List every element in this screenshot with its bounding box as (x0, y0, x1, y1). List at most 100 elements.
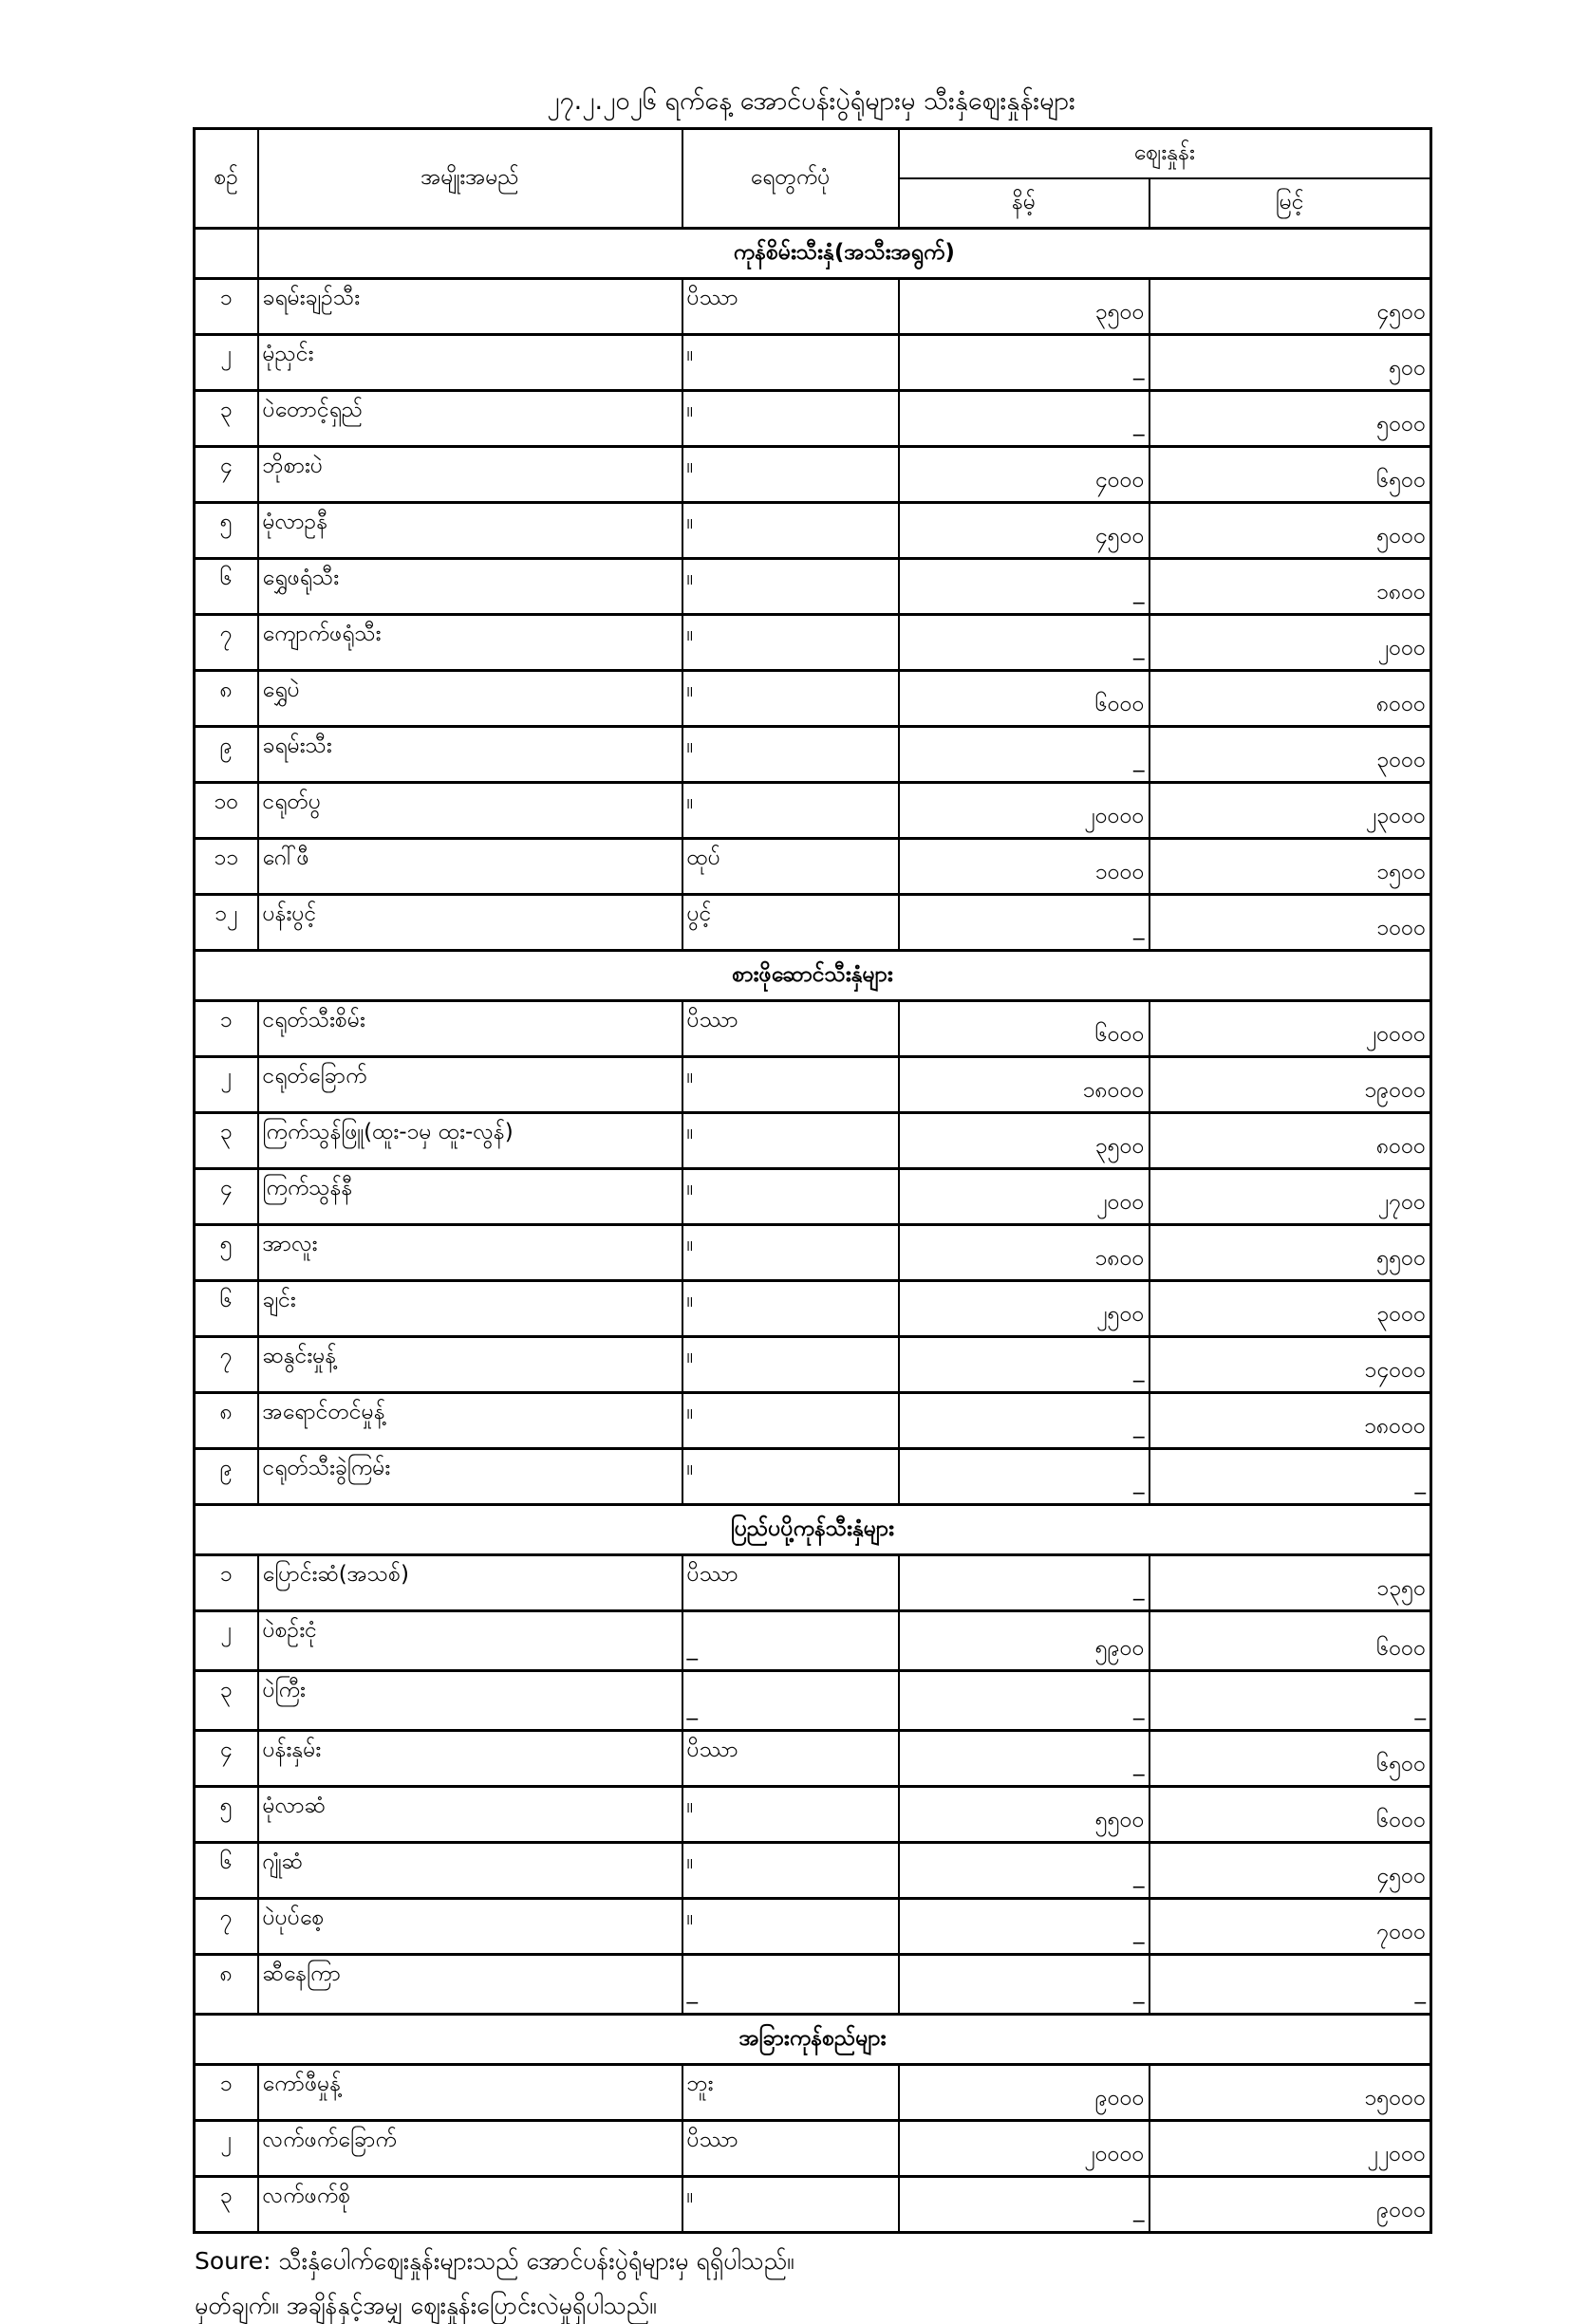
low-price: ၉၀၀၀ (897, 2062, 1150, 2122)
row-number: ၉ (193, 1446, 259, 1506)
unit: ။ (681, 332, 900, 392)
item-name: အာလူး (256, 1222, 683, 1282)
table-row: ၂လက်ဖက်ခြောက် ပိဿာ ၂၀၀၀၀ ၂၂၀၀၀ (193, 2118, 1432, 2178)
high-price: ၅၅၀၀ (1148, 1222, 1432, 1282)
unit: ။ (681, 556, 900, 616)
low-price: ၃၅၀၀ (897, 1110, 1150, 1170)
high-price: ၁၅၀၀ (1148, 836, 1432, 896)
low-price: ၂၅၀၀ (897, 1278, 1150, 1338)
low-price: ၁၀၀၀ (897, 836, 1150, 896)
high-price: _ (1148, 1952, 1432, 2016)
row-number: ၇ (193, 1896, 259, 1956)
high-price: ၁၅၀၀၀ (1148, 2062, 1432, 2122)
high-price: ၆၀၀၀ (1148, 1608, 1432, 1672)
low-price: ၅၅၀၀ (897, 1784, 1150, 1844)
section-title: အခြားကုန်စည်များ (193, 2012, 1432, 2066)
table-row: ၄ဘိုစားပဲ။၄၀၀၀ ၆၅၀၀ (193, 444, 1432, 504)
high-price: ၈၀၀၀ (1148, 1110, 1432, 1170)
item-name: ကြက်သွန်နီ (256, 1166, 683, 1226)
table-row: ၇ပဲပုပ်စေ့။ _ ၇၀၀၀ (193, 1896, 1432, 1956)
table-row: ၅အာလူး။၁၈၀၀ ၅၅၀၀ (193, 1222, 1432, 1282)
row-number: ၄ (193, 444, 259, 504)
low-price: ၁၈၀၀၀ (897, 1054, 1150, 1114)
item-name: ဂျုံဆံ (256, 1840, 683, 1900)
table-row: ၅မုံလာဥနီ။၄၅၀၀ ၅၀၀၀ (193, 500, 1432, 560)
unit: ပွင့် (681, 892, 900, 952)
item-name: ခရမ်းသီး (256, 724, 683, 784)
low-price: ၆၀၀၀ (897, 998, 1150, 1058)
header-name: အမျိုးအမည် (256, 127, 683, 230)
item-name: ပဲတောင့်ရှည် (256, 388, 683, 448)
low-price: ၂၀၀၀၀ (897, 2118, 1150, 2178)
table-row: ၆ဂျုံဆံ။ _ ၄၅၀၀ (193, 1840, 1432, 1900)
row-number: ၁ (193, 998, 259, 1058)
row-number: ၇ (193, 1334, 259, 1394)
high-price: ၇၀၀၀ (1148, 1896, 1432, 1956)
row-number: ၃ (193, 1668, 259, 1732)
item-name: ဆနွင်းမှုန့် (256, 1334, 683, 1394)
remark-note: မှတ်ချက်။ အချိန်နှင့်အမျှ ဈေးနှုန်းပြောင… (195, 2292, 657, 2320)
table-row: ၈ဆီနေကြာ _ _ _ (193, 1952, 1432, 2016)
high-price: ၁၄၀၀၀ (1148, 1334, 1432, 1394)
table-row: ၇ဆနွင်းမှုန့်။ _ ၁၄၀၀၀ (193, 1334, 1432, 1394)
high-price: ၁၃၅၀ (1148, 1552, 1432, 1612)
table-row: ၃ပဲတောင့်ရှည်။ _ ၅၀၀၀ (193, 388, 1432, 448)
unit: ။ (681, 1840, 900, 1900)
low-price: ၄၀၀၀ (897, 444, 1150, 504)
unit: ။ (681, 780, 900, 840)
unit: ပိဿာ (681, 276, 900, 336)
row-number: ၈ (193, 668, 259, 728)
header-unit: ရေတွက်ပုံ (681, 127, 900, 230)
item-name: ပန်းပွင့် (256, 892, 683, 952)
unit: ။ (681, 1054, 900, 1114)
low-price: _ (897, 1952, 1150, 2016)
item-name: ပြောင်းဆံ(အသစ်) (256, 1552, 683, 1612)
unit: ။ (681, 1222, 900, 1282)
high-price: ၂၀၀၀၀ (1148, 998, 1432, 1058)
low-price: _ (897, 2174, 1150, 2234)
high-price: ၁၉၀၀၀ (1148, 1054, 1432, 1114)
high-price: ၆၅၀၀ (1148, 444, 1432, 504)
table-row: ၁၀ ငရုတ်ပွ။၂၀၀၀၀ ၂၃၀၀၀ (193, 780, 1432, 840)
row-number: ၆ (193, 1278, 259, 1338)
row-number: ၉ (193, 724, 259, 784)
unit: ။ (681, 1784, 900, 1844)
page: ၂၇.၂.၂၀၂၆ ရက်နေ့ အောင်ပန်းပွဲရုံများမှ သ… (193, 0, 1432, 2324)
high-price: ၂၀၀၀ (1148, 612, 1432, 672)
high-price: ၄၅၀၀ (1148, 1840, 1432, 1900)
high-price: ၁၀၀၀ (1148, 892, 1432, 952)
item-name: ဂေါ်ဖီ (256, 836, 683, 896)
row-number: ၆ (193, 1840, 259, 1900)
low-price: _ (897, 1334, 1150, 1394)
low-price: _ (897, 1446, 1150, 1506)
item-name: ပန်းနှမ်း (256, 1728, 683, 1788)
table-row: ၉ငရုတ်သီးခွဲကြမ်း။ _ _ (193, 1446, 1432, 1506)
item-name: ခရမ်းချဉ်သီး (256, 276, 683, 336)
low-price: _ (897, 1728, 1150, 1788)
item-name: မုံလာဆံ (256, 1784, 683, 1844)
header-high: မြင့် (1148, 177, 1432, 230)
table-row: ၂ပဲစဉ်းငုံ _ ၅၉၀၀ ၆၀၀၀ (193, 1608, 1432, 1672)
unit: ။ (681, 724, 900, 784)
high-price: ၁၈၀၀၀ (1148, 1390, 1432, 1450)
table-row: ၉ခရမ်းသီး။ _ ၃၀၀၀ (193, 724, 1432, 784)
page-title: ၂၇.၂.၂၀၂၆ ရက်နေ့ အောင်ပန်းပွဲရုံများမှ သ… (547, 86, 1075, 116)
high-price: ၉၀၀၀ (1148, 2174, 1432, 2234)
high-price: ၄၅၀၀ (1148, 276, 1432, 336)
low-price: _ (897, 1552, 1150, 1612)
item-name: လက်ဖက်ခြောက် (256, 2118, 683, 2178)
item-name: ပဲပုပ်စေ့ (256, 1896, 683, 1956)
row-number: ၄ (193, 1166, 259, 1226)
table-row: ၄ကြက်သွန်နီ။၂၀၀၀ ၂၇၀၀ (193, 1166, 1432, 1226)
high-price: ၅၀၀ (1148, 332, 1432, 392)
row-number: ၁ (193, 1552, 259, 1612)
high-price: ၁၈၀၀ (1148, 556, 1432, 616)
item-name: ငရုတ်သီးခွဲကြမ်း (256, 1446, 683, 1506)
row-number: ၃ (193, 1110, 259, 1170)
row-number: ၁ (193, 276, 259, 336)
table-row: ၅မုံလာဆံ။၅၅၀၀ ၆၀၀၀ (193, 1784, 1432, 1844)
unit: _ (681, 1952, 900, 2016)
table-row: ၁၁ ဂေါ်ဖီ ထုပ် ၁၀၀၀ ၁၅၀၀ (193, 836, 1432, 896)
low-price: ၂၀၀၀ (897, 1166, 1150, 1226)
unit: ။ (681, 1166, 900, 1226)
